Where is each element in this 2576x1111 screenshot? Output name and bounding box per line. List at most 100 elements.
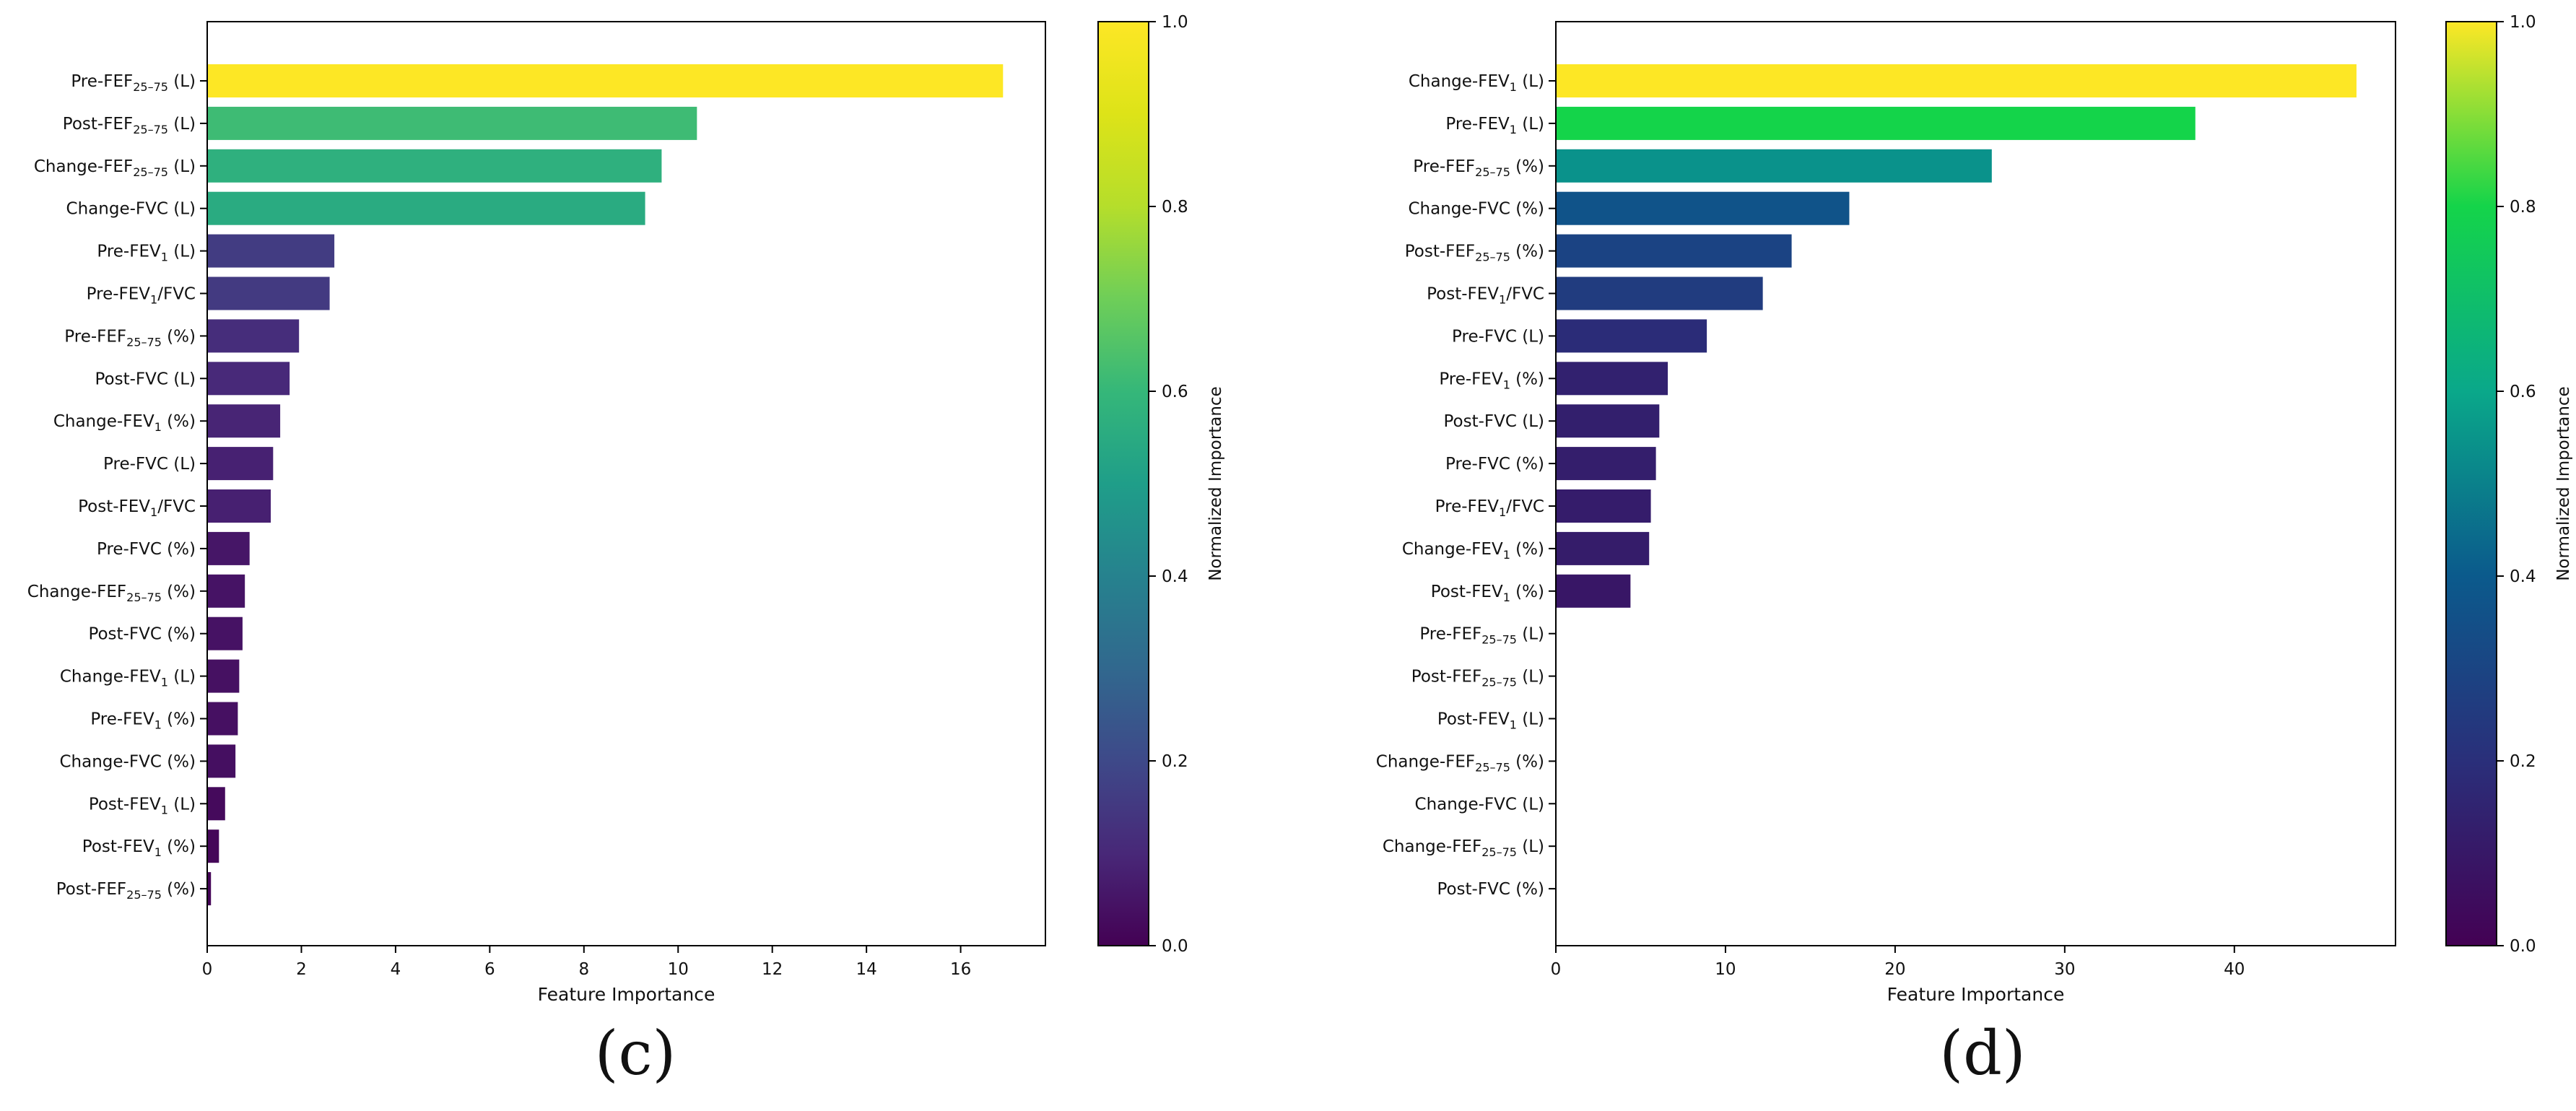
bar-8 — [207, 404, 281, 438]
colorbar — [2445, 21, 2497, 946]
bar-12 — [1556, 574, 1631, 608]
bar-13 — [207, 617, 243, 650]
bar-2 — [1556, 149, 1992, 183]
y-tick-label: Pre-FEF25–75 (%) — [1413, 157, 1544, 179]
y-tick-label: Post-FVC (%) — [1437, 880, 1544, 899]
y-tick-label: Pre-FVC (L) — [1452, 327, 1544, 346]
bar-7 — [207, 362, 290, 396]
colorbar-label: Normalized Importance — [2554, 386, 2573, 581]
y-tick-label: Change-FEV1 (%) — [1402, 540, 1544, 562]
bar-3 — [207, 191, 645, 225]
bar-11 — [207, 531, 250, 565]
y-tick-label: Post-FVC (L) — [1443, 412, 1544, 431]
bar-10 — [1556, 489, 1651, 523]
bar-3 — [1556, 191, 1850, 225]
x-tick-label: 8 — [578, 960, 589, 979]
y-tick-label: Post-FVC (L) — [95, 370, 196, 388]
x-tick-label: 10 — [668, 960, 689, 979]
x-tick-label: 4 — [391, 960, 401, 979]
x-tick-label: 6 — [484, 960, 495, 979]
y-tick-label: Pre-FEV1 (%) — [90, 710, 196, 732]
panel-label-c: (c) — [594, 1018, 676, 1089]
y-tick-label: Pre-FEV1 (L) — [1445, 115, 1544, 136]
x-tick-label: 16 — [950, 960, 971, 979]
colorbar-tick-label: 1.0 — [1162, 13, 1188, 32]
bar-9 — [1556, 447, 1656, 481]
colorbar-tick-label: 0.4 — [2510, 567, 2536, 586]
x-tick-label: 12 — [762, 960, 783, 979]
y-tick-label: Post-FEV1/FVC — [1427, 285, 1544, 307]
x-tick-label: 0 — [1551, 960, 1562, 979]
colorbar-tick-label: 0.6 — [1162, 383, 1188, 401]
x-tick-label: 14 — [856, 960, 877, 979]
x-tick-label: 30 — [2054, 960, 2075, 979]
y-tick-label: Pre-FEF25–75 (L) — [71, 72, 196, 94]
y-tick-label: Post-FEV1/FVC — [78, 497, 196, 519]
y-tick-label: Post-FEF25–75 (L) — [63, 115, 196, 136]
bar-0 — [207, 64, 1004, 97]
bar-1 — [207, 106, 697, 140]
chart-panel-c: Pre-FEF25–75 (L) Post-FEF25–75 (L) Change-… — [27, 13, 1225, 1005]
x-tick-label: 40 — [2224, 960, 2245, 979]
colorbar-tick-label: 0.2 — [1162, 752, 1188, 771]
y-tick-label: Change-FEV1 (%) — [53, 412, 196, 434]
colorbar-tick-label: 0.8 — [1162, 198, 1188, 217]
y-tick-label: Change-FVC (L) — [66, 200, 196, 219]
bar-6 — [1556, 319, 1707, 353]
bar-14 — [207, 659, 240, 693]
x-axis-label: Feature Importance — [1887, 984, 2065, 1005]
bar-19 — [207, 872, 212, 906]
bar-16 — [207, 744, 236, 778]
y-tick-label: Change-FEV1 (L) — [60, 668, 196, 689]
y-tick-label: Change-FVC (%) — [1409, 200, 1545, 219]
bar-8 — [1556, 404, 1660, 438]
y-tick-label: Post-FEV1 (L) — [89, 795, 196, 816]
bar-7 — [1556, 362, 1668, 396]
colorbar-label: Normalized Importance — [1206, 386, 1225, 581]
bar-10 — [207, 489, 271, 523]
bar-0 — [1556, 64, 2357, 97]
y-tick-label: Pre-FVC (%) — [97, 540, 196, 559]
plot-frame — [1555, 21, 2396, 946]
x-tick-label: 2 — [296, 960, 307, 979]
y-tick-label: Change-FVC (%) — [60, 752, 196, 771]
bar-1 — [1556, 106, 2196, 140]
colorbar — [1097, 21, 1149, 946]
bar-11 — [1556, 531, 1650, 565]
bar-15 — [207, 702, 238, 736]
panel-label-d: (d) — [1939, 1018, 2026, 1089]
colorbar-tick-label: 0.0 — [1162, 937, 1188, 956]
bar-9 — [207, 447, 274, 481]
colorbar-tick-label: 1.0 — [2510, 13, 2536, 32]
bar-12 — [207, 574, 245, 608]
y-tick-label: Pre-FEV1 (%) — [1439, 370, 1544, 391]
y-tick-label: Post-FEF25–75 (%) — [56, 880, 196, 902]
bar-6 — [207, 319, 300, 353]
y-tick-label: Change-FEF25–75 (L) — [34, 157, 196, 179]
y-tick-label: Post-FEV1 (%) — [1431, 583, 1544, 604]
bar-17 — [207, 787, 225, 821]
colorbar-tick-label: 0.0 — [2510, 937, 2536, 956]
colorbar-tick-label: 0.6 — [2510, 383, 2536, 401]
y-tick-label: Post-FEF25–75 (%) — [1405, 243, 1544, 264]
bar-5 — [1556, 276, 1763, 310]
bar-4 — [207, 234, 335, 268]
y-tick-label: Post-FEV1 (L) — [1437, 710, 1544, 732]
y-tick-label: Post-FVC (%) — [88, 625, 196, 644]
bar-4 — [1556, 234, 1792, 268]
y-tick-label: Post-FEF25–75 (L) — [1411, 668, 1544, 689]
y-tick-label: Pre-FEF25–75 (L) — [1419, 625, 1544, 647]
y-tick-label: Pre-FEV1 (L) — [97, 243, 196, 264]
x-tick-label: 10 — [1715, 960, 1736, 979]
y-tick-label: Pre-FEV1/FVC — [1435, 497, 1544, 519]
colorbar-tick-label: 0.4 — [1162, 567, 1188, 586]
colorbar-tick-label: 0.2 — [2510, 752, 2536, 771]
y-tick-label: Pre-FVC (%) — [1445, 455, 1544, 474]
y-tick-label: Change-FEF25–75 (%) — [1376, 752, 1544, 774]
bar-5 — [207, 276, 330, 310]
y-tick-label: Pre-FEF25–75 (%) — [64, 327, 196, 349]
bar-18 — [207, 829, 219, 863]
x-tick-label: 0 — [202, 960, 213, 979]
chart-panel-d: Change-FEV1 (L) Pre-FEV1 (L) Pre-FEF25–75 … — [1376, 13, 2573, 1005]
